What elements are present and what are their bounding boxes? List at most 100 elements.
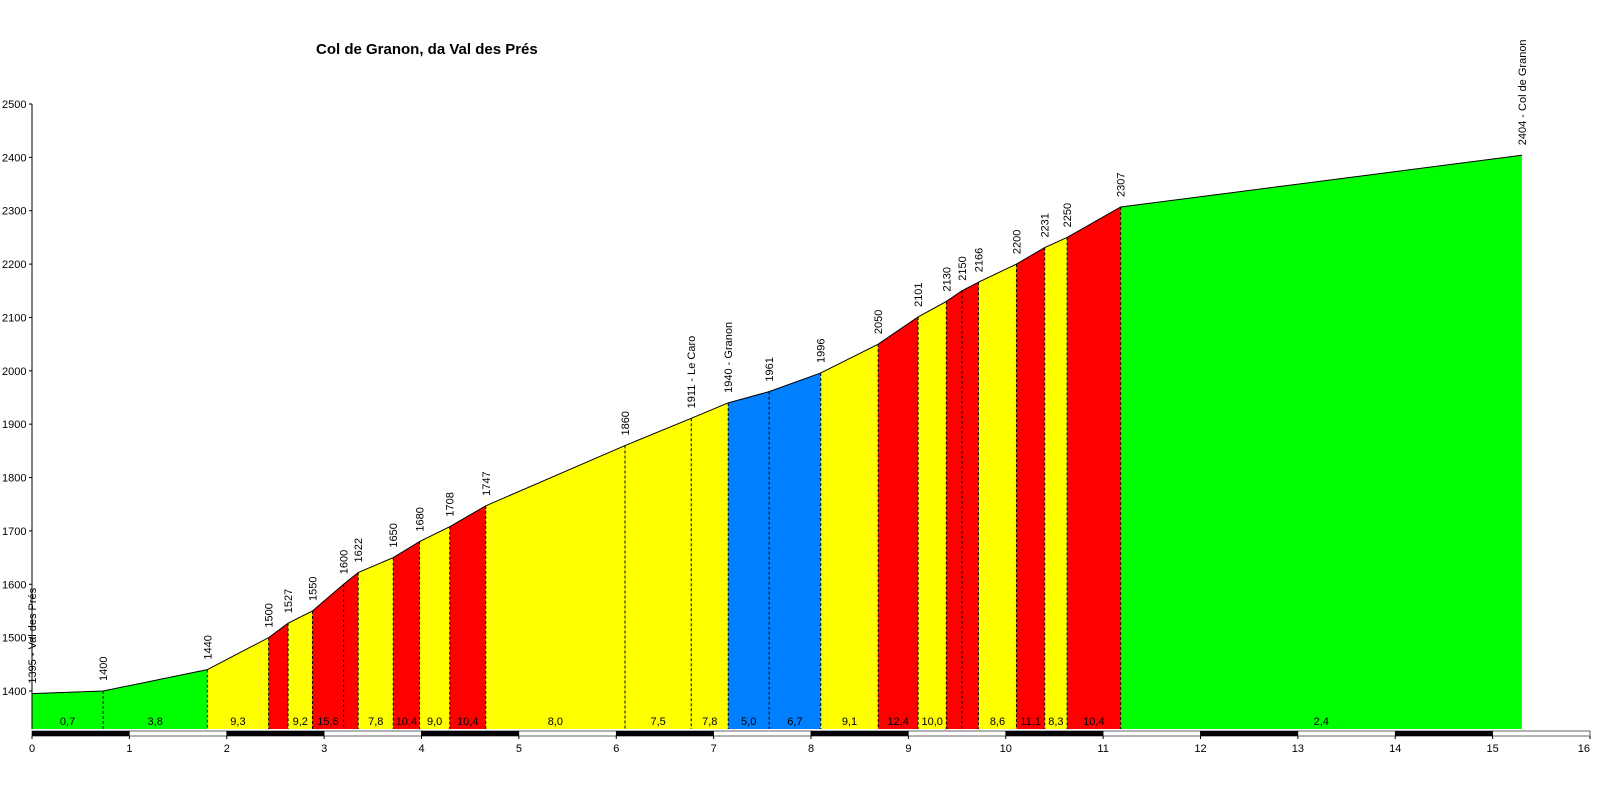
point-label: 1622 (353, 538, 365, 562)
grade-label: 11,1 (1020, 716, 1041, 728)
grade-label: 9,1 (842, 716, 857, 728)
segment-fill (769, 372, 821, 729)
grade-label: 10,4 (396, 716, 417, 728)
x-tick-label: 5 (516, 743, 522, 755)
x-tick-label: 6 (613, 743, 619, 755)
grade-label: 3,8 (148, 716, 163, 728)
grade-label: 2,4 (1314, 716, 1329, 728)
km-bar-cell (226, 730, 325, 737)
point-label: 2130 (941, 267, 953, 291)
point-label: 1500 (264, 603, 276, 627)
y-tick-label: 1600 (2, 579, 26, 591)
km-bar-cell (421, 730, 520, 737)
grade-label: 9,3 (230, 716, 245, 728)
km-bar-cell (1394, 730, 1493, 737)
point-label: 2231 (1040, 213, 1052, 237)
segment-fill (820, 344, 879, 729)
point-label: 1747 (481, 471, 493, 495)
grade-label: 0,7 (60, 716, 75, 728)
point-label: 1911 - Le Caro (686, 336, 698, 409)
km-bar-cell (129, 730, 228, 737)
grade-label: 10,0 (922, 716, 943, 728)
y-tick-label: 2400 (2, 152, 26, 164)
x-tick-label: 15 (1487, 743, 1499, 755)
point-label: 2200 (1011, 230, 1023, 254)
grade-label: 7,5 (650, 716, 665, 728)
point-labels: 1395 - Val des Prés 1400 1440 1500 1527 1550 1… (27, 39, 1529, 683)
segment-fill (918, 301, 947, 729)
grade-label: 6,7 (787, 716, 802, 728)
segment-fill (961, 282, 979, 729)
x-tick-label: 2 (224, 743, 230, 755)
point-label: 1860 (620, 411, 632, 435)
point-label: 1708 (445, 492, 457, 516)
point-label: 1600 (339, 550, 351, 574)
km-bar-cell (713, 730, 812, 737)
y-tick-label: 1500 (2, 633, 26, 645)
point-label: 1527 (283, 589, 295, 613)
km-bar-cell (1200, 730, 1299, 737)
segment-fill (946, 290, 962, 729)
segment-fill (103, 669, 208, 729)
point-label: 1395 - Val des Prés (27, 587, 39, 683)
y-axis: 1400 1500 1600 1700 1800 1900 2000 2100 2200 2300… (2, 99, 33, 729)
x-tick-label: 0 (29, 743, 35, 755)
grade-label: 8,0 (548, 716, 563, 728)
km-bar-cell (31, 730, 130, 737)
chart-title: Col de Granon, da Val des Prés (316, 41, 538, 58)
segment-fill (393, 541, 420, 729)
point-label: 1440 (202, 635, 214, 659)
x-tick-label: 1 (126, 743, 132, 755)
point-label: 1961 (764, 357, 776, 381)
segment-fill (312, 584, 344, 729)
segment-fill (691, 402, 729, 729)
segment-fill (1067, 206, 1121, 729)
segment-fill (419, 526, 450, 729)
grade-labels: 0,7 3,8 9,3 9,2 15,6 7,8 10,4 9,0 10,4 8,0 7,5 7,8 5… (60, 716, 1329, 728)
km-bar-cell (908, 730, 1007, 737)
y-tick-label: 2500 (2, 99, 26, 111)
x-axis: 0 1 2 3 4 5 6 7 8 9 10 11 12 13 14 15 16 (29, 736, 1591, 755)
segment-fill (1044, 237, 1068, 729)
grade-label: 15,6 (317, 716, 338, 728)
y-tick-label: 1800 (2, 473, 26, 485)
km-bar-cell (518, 730, 617, 737)
point-label: 2250 (1062, 203, 1074, 227)
point-label: 1996 (816, 338, 828, 362)
point-label: 2101 (913, 282, 925, 306)
y-tick-label: 1700 (2, 526, 26, 538)
x-tick-label: 4 (418, 743, 424, 755)
grade-label: 7,8 (702, 716, 717, 728)
x-tick-label: 11 (1097, 743, 1108, 755)
grade-label: 10,4 (457, 716, 478, 728)
segment-fill (485, 445, 626, 729)
point-label: 2307 (1116, 173, 1128, 197)
point-label: 1940 - Granon (723, 322, 735, 393)
x-tick-label: 3 (321, 743, 327, 755)
segment-fill (1016, 247, 1045, 729)
km-bar-cell (323, 730, 422, 737)
segment-fill (358, 557, 394, 729)
km-bar-cell (810, 730, 909, 737)
profile-line (31, 154, 1522, 695)
y-tick-label: 2100 (2, 312, 26, 324)
x-tick-label: 12 (1194, 743, 1206, 755)
segment-fill (32, 691, 104, 729)
point-label: 2050 (873, 310, 885, 334)
km-bar-cell (1005, 730, 1104, 737)
x-tick-label: 7 (711, 743, 717, 755)
segment-fill (625, 418, 692, 729)
y-tick-label: 1400 (2, 686, 26, 698)
point-label: 2166 (973, 248, 985, 272)
point-label: 1650 (388, 523, 400, 547)
x-tick-label: 13 (1292, 743, 1304, 755)
grade-label: 8,6 (990, 716, 1005, 728)
km-bar (31, 730, 1591, 737)
y-tick-label: 2200 (2, 259, 26, 271)
segment-fill (449, 505, 486, 729)
point-label: 2404 - Col de Granon (1517, 39, 1529, 145)
y-tick-label: 2000 (2, 366, 26, 378)
km-bar-cell (1492, 730, 1591, 737)
gradient-segments (32, 155, 1522, 729)
